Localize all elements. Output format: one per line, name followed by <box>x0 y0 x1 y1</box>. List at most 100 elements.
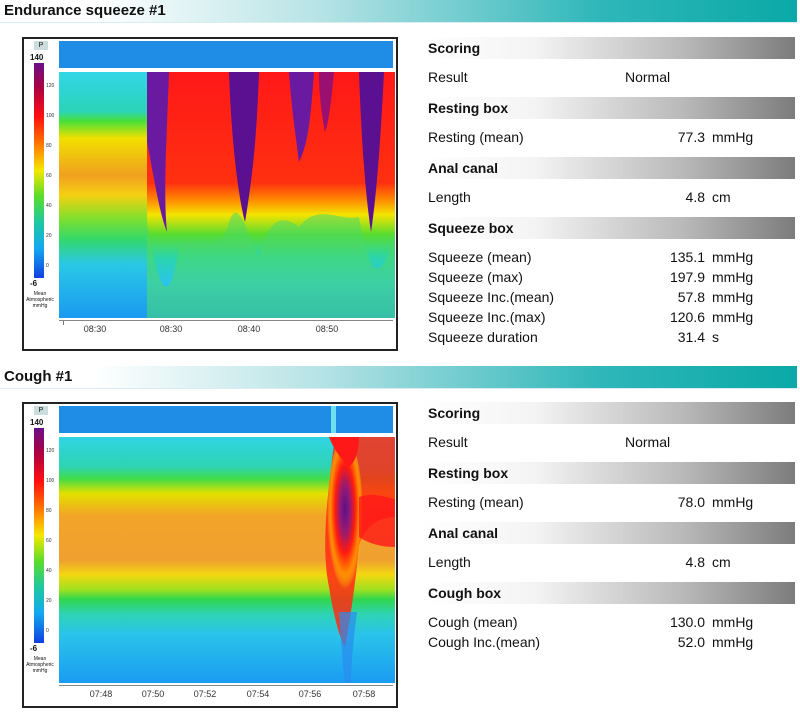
metric-unit: mmHg <box>712 614 754 630</box>
pressure-color-scale: P 140 120 100 80 60 40 20 0 -6 Mean Atmo… <box>24 404 57 706</box>
scale-tick: 20 <box>46 598 52 604</box>
result-label: Result <box>428 434 468 450</box>
scale-tick: 80 <box>46 508 52 514</box>
resting-label: Resting (mean) <box>428 494 524 510</box>
metric-value: 52.0 <box>677 634 705 650</box>
time-tick: 08:40 <box>237 324 261 334</box>
result-value: Normal <box>625 69 671 85</box>
anal-canal-header: Anal canal <box>422 522 795 544</box>
metric-unit: mmHg <box>712 249 754 265</box>
time-tick: 08:30 <box>83 324 107 334</box>
metric-row: Cough (mean) 130.0 mmHg <box>422 612 795 632</box>
metric-value: 120.6 <box>669 309 705 325</box>
time-tick: 07:58 <box>352 689 376 699</box>
scale-unit-label: Mean Atmospheric mmHg <box>26 656 54 674</box>
section-banner-endurance: Endurance squeeze #1 <box>0 0 797 23</box>
pressure-topography-plot: P 140 120 100 80 60 40 20 0 -6 Mean Atmo… <box>22 402 398 708</box>
metric-value: 197.9 <box>669 269 705 285</box>
scale-tick: 20 <box>46 233 52 239</box>
metric-label: Squeeze Inc.(mean) <box>428 289 555 305</box>
metric-unit: mmHg <box>712 269 754 285</box>
metric-unit: s <box>712 329 719 345</box>
metric-label: Squeeze Inc.(max) <box>428 309 546 325</box>
scale-tick: 100 <box>46 113 55 119</box>
metric-row: Squeeze (max) 197.9 mmHg <box>422 267 795 287</box>
metric-label: Cough Inc.(mean) <box>428 634 541 650</box>
metric-label: Cough (mean) <box>428 614 518 630</box>
metric-row: Squeeze (mean) 135.1 mmHg <box>422 247 795 267</box>
time-tick: 08:30 <box>159 324 183 334</box>
time-tick: 07:54 <box>246 689 270 699</box>
scale-max-label: 140 <box>30 53 44 62</box>
resting-value: 77.3 <box>677 129 705 145</box>
scale-max-label: 140 <box>30 418 44 427</box>
length-label: Length <box>428 189 471 205</box>
scale-tick: 0 <box>46 263 49 269</box>
scale-min-label: -6 <box>30 644 38 653</box>
length-value: 4.8 <box>685 554 705 570</box>
scoring-header: Scoring <box>422 37 795 59</box>
metric-unit: mmHg <box>712 309 754 325</box>
resting-unit: mmHg <box>712 494 754 510</box>
section-title: Endurance squeeze #1 <box>4 2 166 19</box>
resting-box-header: Resting box <box>422 462 795 484</box>
time-axis: 08:30 08:30 08:40 08:50 <box>59 320 393 337</box>
result-row: Result Normal <box>422 432 795 452</box>
time-tick: 07:48 <box>89 689 113 699</box>
scale-tick: 40 <box>46 203 52 209</box>
sensor-strip <box>59 41 393 68</box>
resting-row: Resting (mean) 78.0 mmHg <box>422 492 795 512</box>
time-axis: 07:48 07:50 07:52 07:54 07:56 07:58 <box>59 685 393 702</box>
result-label: Result <box>428 69 468 85</box>
endurance-heatmap <box>59 72 395 318</box>
metric-value: 57.8 <box>677 289 705 305</box>
time-tick: 07:52 <box>193 689 217 699</box>
squeeze-box-header: Squeeze box <box>422 217 795 239</box>
cough-box-header: Cough box <box>422 582 795 604</box>
scoring-header: Scoring <box>422 402 795 424</box>
scale-tick: 60 <box>46 538 52 544</box>
scale-tick: 40 <box>46 568 52 574</box>
scale-unit-label: Mean Atmospheric mmHg <box>26 291 54 309</box>
length-label: Length <box>428 554 471 570</box>
scale-tick: 120 <box>46 83 55 89</box>
length-row: Length 4.8 cm <box>422 552 795 572</box>
result-value: Normal <box>625 434 671 450</box>
resting-row: Resting (mean) 77.3 mmHg <box>422 127 795 147</box>
metric-label: Squeeze duration <box>428 329 538 345</box>
metric-unit: mmHg <box>712 634 754 650</box>
result-row: Result Normal <box>422 67 795 87</box>
anal-canal-header: Anal canal <box>422 157 795 179</box>
scale-min-label: -6 <box>30 279 38 288</box>
pressure-topography-plot: P 140 120 100 80 60 40 20 0 -6 Mean Atmo… <box>22 37 398 351</box>
scale-tick: 100 <box>46 478 55 484</box>
scale-tick: 80 <box>46 143 52 149</box>
resting-box-header: Resting box <box>422 97 795 119</box>
results-panel-cough: Scoring Result Normal Resting box Restin… <box>422 402 795 652</box>
scale-colorbar <box>34 63 44 278</box>
sensor-strip <box>59 406 393 433</box>
metric-value: 135.1 <box>669 249 705 265</box>
metric-value: 31.4 <box>677 329 705 345</box>
scale-tick: 120 <box>46 448 55 454</box>
results-panel-endurance: Scoring Result Normal Resting box Restin… <box>422 37 795 347</box>
resting-value: 78.0 <box>677 494 705 510</box>
length-value: 4.8 <box>685 189 705 205</box>
scale-p-label: P <box>34 41 48 50</box>
metric-unit: mmHg <box>712 289 754 305</box>
length-row: Length 4.8 cm <box>422 187 795 207</box>
time-tick: 07:50 <box>141 689 165 699</box>
scale-tick: 60 <box>46 173 52 179</box>
cough-heatmap <box>59 437 395 683</box>
scale-colorbar <box>34 428 44 643</box>
resting-unit: mmHg <box>712 129 754 145</box>
length-unit: cm <box>712 554 731 570</box>
length-unit: cm <box>712 189 731 205</box>
section-banner-cough: Cough #1 <box>0 366 797 389</box>
metric-row: Squeeze Inc.(mean) 57.8 mmHg <box>422 287 795 307</box>
scale-tick: 0 <box>46 628 49 634</box>
resting-label: Resting (mean) <box>428 129 524 145</box>
metric-row: Squeeze duration 31.4 s <box>422 327 795 347</box>
time-tick: 07:56 <box>298 689 322 699</box>
metric-label: Squeeze (mean) <box>428 249 532 265</box>
